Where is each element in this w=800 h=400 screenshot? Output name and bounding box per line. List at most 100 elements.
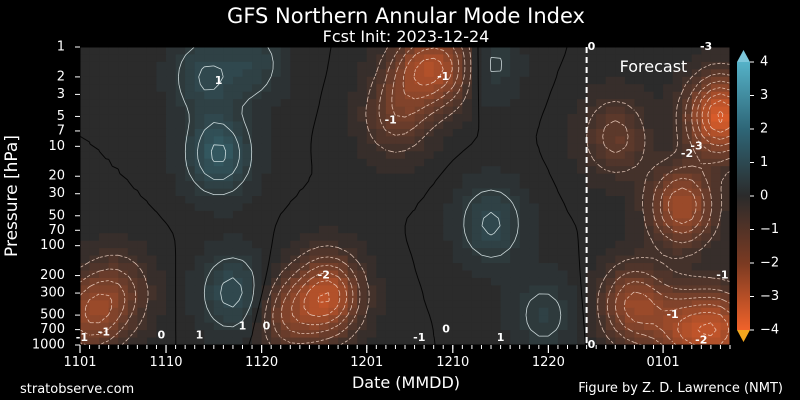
heatmap-cell [194, 84, 205, 93]
heatmap-cell [175, 54, 186, 63]
heatmap-cell [653, 76, 664, 85]
heatmap-cell [701, 292, 712, 301]
heatmap-cell [519, 61, 530, 70]
heatmap-cell [108, 173, 119, 182]
heatmap-cell [605, 54, 616, 63]
heatmap-cell [118, 106, 129, 115]
heatmap-cell [318, 248, 330, 257]
heatmap-cell [280, 173, 291, 182]
heatmap-cell [357, 76, 368, 85]
heatmap-cell [586, 203, 597, 212]
heatmap-cell [156, 76, 167, 85]
heatmap-cell [137, 315, 148, 324]
heatmap-cell [538, 307, 549, 316]
heatmap-cell [557, 330, 569, 339]
heatmap-cell [548, 136, 559, 145]
heatmap-cell [252, 91, 263, 100]
heatmap-cell [338, 143, 349, 152]
heatmap-cell [586, 270, 597, 279]
heatmap-cell [318, 99, 330, 108]
heatmap-cell [414, 166, 425, 175]
heatmap-cell [156, 263, 167, 272]
heatmap-cell [538, 300, 549, 309]
heatmap-cell [405, 285, 416, 294]
heatmap-cell [108, 181, 119, 190]
heatmap-cell [624, 61, 636, 70]
heatmap-cell [481, 136, 492, 145]
heatmap-cell [615, 151, 626, 160]
x-axis-label: Date (MMDD) [352, 373, 460, 392]
heatmap-cell [232, 69, 244, 78]
heatmap-cell [242, 143, 253, 152]
heatmap-cell [146, 277, 158, 286]
heatmap-cell [175, 84, 186, 93]
heatmap-cell [309, 248, 320, 257]
heatmap-cell [414, 203, 425, 212]
heatmap-cell [118, 210, 129, 219]
heatmap-cell [672, 188, 683, 197]
heatmap-cell [577, 233, 588, 242]
heatmap-cell [127, 47, 138, 56]
heatmap-cell [443, 315, 454, 324]
heatmap-cell [290, 218, 301, 227]
heatmap-cell [146, 151, 158, 160]
plot-area [80, 47, 730, 345]
heatmap-cell [701, 61, 712, 70]
heatmap-cell [405, 300, 416, 309]
heatmap-cell [127, 263, 138, 272]
heatmap-cell [175, 277, 186, 286]
heatmap-cell [204, 210, 215, 219]
heatmap-cell [519, 143, 530, 152]
heatmap-cell [682, 292, 693, 301]
heatmap-cell [491, 99, 502, 108]
heatmap-cell [577, 270, 588, 279]
heatmap-cell [376, 114, 387, 123]
heatmap-cell [280, 218, 291, 227]
heatmap-cell [376, 91, 387, 100]
heatmap-cell [596, 69, 607, 78]
heatmap-cell [605, 225, 616, 234]
heatmap-cell [500, 47, 511, 56]
heatmap-cell [529, 84, 540, 93]
heatmap-cell [309, 61, 320, 70]
heatmap-cell [548, 270, 559, 279]
heatmap-cell [529, 218, 540, 227]
heatmap-cell [89, 114, 100, 123]
heatmap-cell [80, 337, 91, 345]
heatmap-cell [586, 151, 597, 160]
y-axis-label: Pressure [hPa] [2, 135, 22, 257]
heatmap-cell [395, 255, 406, 264]
heatmap-cell [309, 47, 320, 56]
heatmap-cell [108, 270, 119, 279]
heatmap-cell [596, 128, 607, 137]
heatmap-cell [137, 337, 148, 345]
heatmap-cell [510, 233, 521, 242]
heatmap-cell [405, 277, 416, 286]
heatmap-cell [175, 233, 186, 242]
heatmap-cell [643, 76, 655, 85]
heatmap-cell [99, 54, 110, 63]
heatmap-cell [223, 255, 234, 264]
heatmap-cell [701, 225, 712, 234]
heatmap-cell [385, 188, 397, 197]
heatmap-cell [605, 277, 616, 286]
heatmap-cell [481, 106, 492, 115]
heatmap-cell [710, 330, 722, 339]
heatmap-cell [213, 188, 224, 197]
heatmap-cell [166, 330, 177, 339]
heatmap-cell [538, 84, 549, 93]
heatmap-cell [557, 99, 569, 108]
heatmap-cell [691, 91, 702, 100]
heatmap-cell [376, 315, 387, 324]
heatmap-cell [653, 91, 664, 100]
heatmap-cell [366, 47, 377, 56]
heatmap-cell [194, 188, 205, 197]
heatmap-cell [443, 158, 454, 167]
heatmap-cell [156, 315, 167, 324]
y-tick-label: 7 [57, 123, 65, 138]
heatmap-cell [643, 136, 655, 145]
heatmap-cell [223, 151, 234, 160]
heatmap-cell [615, 315, 626, 324]
heatmap-cell [557, 292, 569, 301]
contour-label: 0 [588, 338, 596, 351]
